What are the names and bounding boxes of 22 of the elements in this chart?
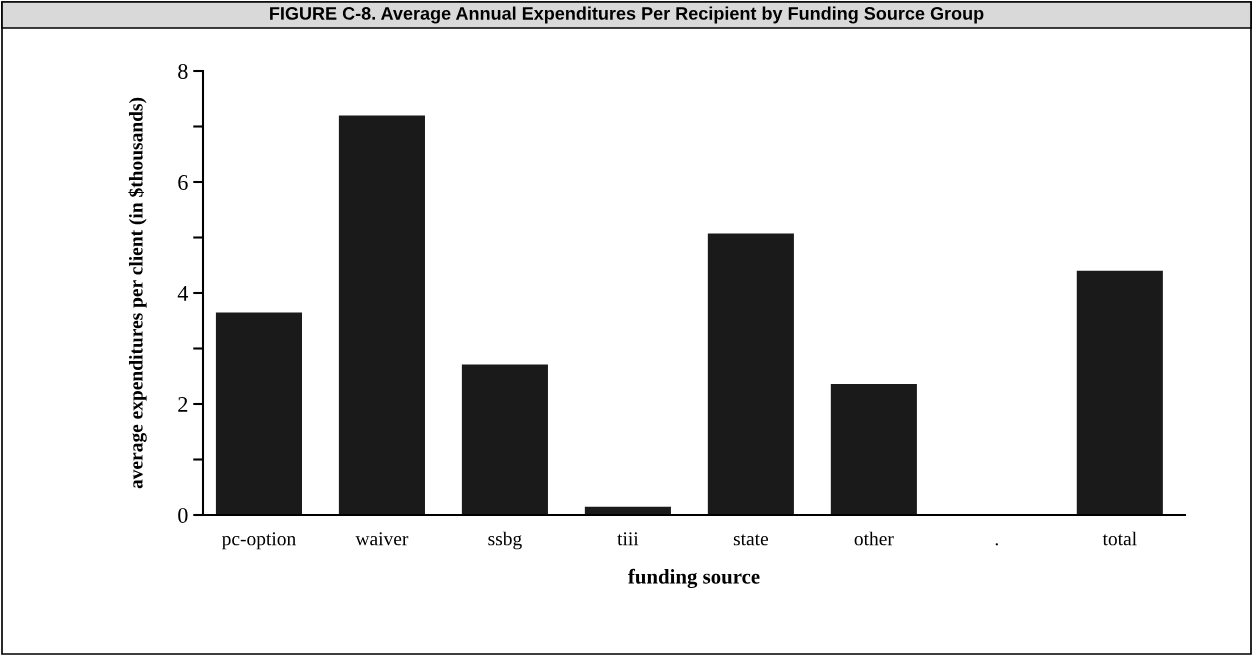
y-tick-label: 4 (177, 286, 189, 301)
bar (1076, 270, 1163, 515)
bar (338, 115, 425, 515)
x-tick-label: . (995, 543, 998, 546)
x-tick-label: state (733, 534, 769, 546)
x-tick-label: pc-option (222, 532, 296, 550)
y-tick-label: 6 (178, 174, 188, 190)
bar (707, 233, 794, 515)
y-axis-title: average expenditures per client (in $thousands) (128, 97, 147, 489)
bar (461, 364, 548, 515)
y-tick-label: 0 (178, 507, 188, 523)
y-tick-label: 8 (178, 63, 188, 79)
bar (830, 384, 917, 515)
x-axis-title: funding source (628, 568, 760, 589)
x-tick-label: ssbg (488, 531, 522, 550)
chart-title: FIGURE C-8. Average Annual Expenditures Per Recipient by Funding Source Group (270, 6, 984, 24)
bar (215, 312, 302, 515)
y-tick-label: 2 (178, 396, 188, 412)
x-tick-label: waiver (355, 532, 409, 546)
x-tick-label: tiii (617, 532, 639, 546)
x-tick-label: total (1102, 531, 1137, 546)
x-tick-label: other (854, 531, 894, 546)
